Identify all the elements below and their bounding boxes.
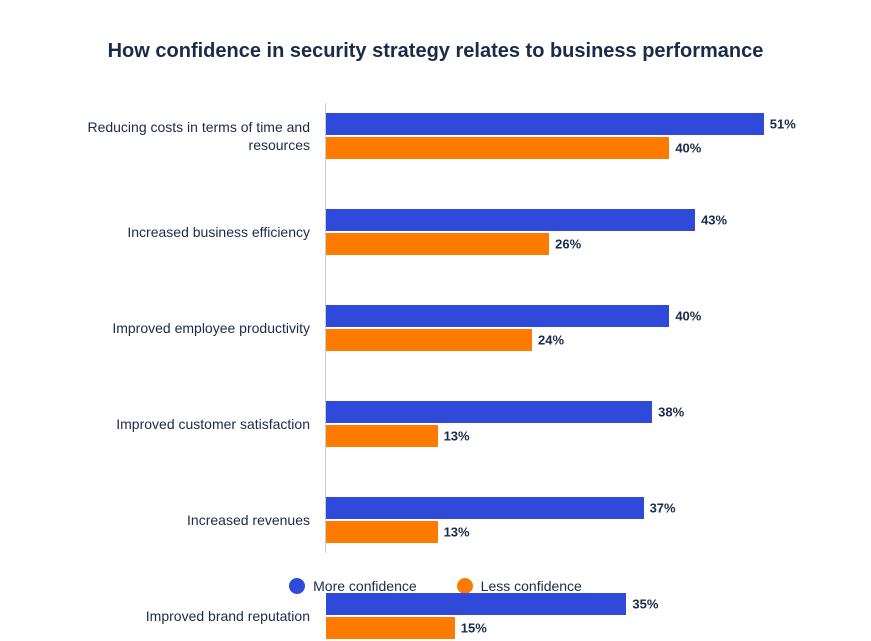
plot-area: 51%40%43%26%40%24%38%13%37%13%35%15%: [325, 103, 841, 553]
bar: 35%: [326, 593, 841, 615]
bar-fill: 38%: [326, 401, 652, 423]
bar-fill: 40%: [326, 305, 669, 327]
legend-item: Less confidence: [457, 578, 582, 594]
category-label: Improved employee productivity: [112, 319, 310, 337]
bar-value-label: 40%: [675, 141, 701, 156]
legend-item: More confidence: [289, 578, 417, 594]
bar-value-label: 15%: [461, 621, 487, 636]
bar-fill: 13%: [326, 425, 438, 447]
bar-group: 51%40%: [326, 113, 841, 161]
bar: 43%: [326, 209, 841, 231]
bar-group: 43%26%: [326, 209, 841, 257]
bar-value-label: 38%: [658, 405, 684, 420]
bar-fill: 40%: [326, 137, 669, 159]
category-label: Increased business efficiency: [127, 223, 310, 241]
legend: More confidence Less confidence: [30, 578, 841, 594]
bar-value-label: 35%: [632, 597, 658, 612]
bar-group: 38%13%: [326, 401, 841, 449]
legend-dot-icon: [457, 578, 473, 594]
chart-body: Reducing costs in terms of time and reso…: [30, 103, 841, 553]
bar-fill: 15%: [326, 617, 455, 639]
category-label: Increased revenues: [187, 511, 310, 529]
bar: 15%: [326, 617, 841, 639]
bar: 51%: [326, 113, 841, 135]
category-label: Reducing costs in terms of time and reso…: [30, 118, 310, 154]
category-label: Improved brand reputation: [146, 607, 310, 625]
bar: 13%: [326, 425, 841, 447]
bar-value-label: 26%: [555, 237, 581, 252]
bar-value-label: 13%: [444, 525, 470, 540]
bar: 37%: [326, 497, 841, 519]
bar-fill: 26%: [326, 233, 549, 255]
bar-fill: 24%: [326, 329, 532, 351]
bar-group: 40%24%: [326, 305, 841, 353]
bar: 13%: [326, 521, 841, 543]
legend-label: More confidence: [313, 578, 417, 594]
bar-value-label: 40%: [675, 309, 701, 324]
bar-fill: 37%: [326, 497, 644, 519]
bar-fill: 35%: [326, 593, 626, 615]
bar: 40%: [326, 137, 841, 159]
bar: 40%: [326, 305, 841, 327]
y-axis-labels: Reducing costs in terms of time and reso…: [30, 103, 325, 553]
bar-value-label: 51%: [770, 117, 796, 132]
category-label: Improved customer satisfaction: [116, 415, 310, 433]
chart-title: How confidence in security strategy rela…: [30, 40, 841, 63]
legend-dot-icon: [289, 578, 305, 594]
bar: 26%: [326, 233, 841, 255]
bar-value-label: 24%: [538, 333, 564, 348]
legend-label: Less confidence: [481, 578, 582, 594]
bar-fill: 43%: [326, 209, 695, 231]
bar-group: 35%15%: [326, 593, 841, 641]
bar: 24%: [326, 329, 841, 351]
bar-group: 37%13%: [326, 497, 841, 545]
bar-value-label: 43%: [701, 213, 727, 228]
bar-value-label: 37%: [650, 501, 676, 516]
bar-value-label: 13%: [444, 429, 470, 444]
bar-fill: 51%: [326, 113, 764, 135]
bar-fill: 13%: [326, 521, 438, 543]
bar: 38%: [326, 401, 841, 423]
chart-container: How confidence in security strategy rela…: [0, 0, 871, 614]
